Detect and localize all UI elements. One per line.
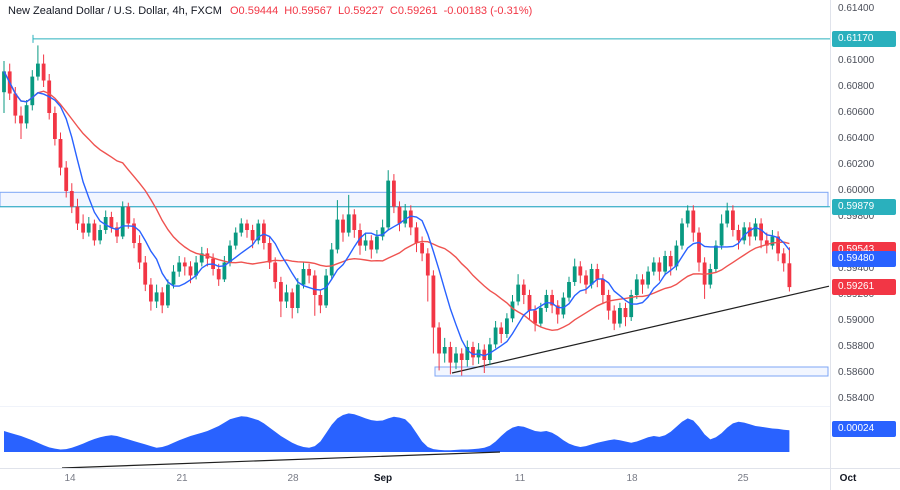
ma-slow-line	[3, 71, 790, 332]
candlestick-series	[2, 45, 792, 376]
indicator-trendline[interactable]	[61, 451, 501, 469]
indicator-area	[4, 413, 790, 452]
rectangle-drawing[interactable]	[434, 366, 829, 377]
ohlc-low: L0.59227	[338, 5, 384, 17]
ma-fast-line	[3, 71, 790, 357]
ohlc-open: O0.59444	[229, 5, 279, 17]
trendline-drawing[interactable]	[451, 285, 830, 374]
ohlc-change: -0.00183 (-0.31%)	[443, 5, 533, 17]
rectangle-drawing[interactable]	[0, 191, 829, 208]
ohlc-close: C0.59261	[389, 5, 438, 17]
chart-legend: New Zealand Dollar / U.S. Dollar, 4h, FX…	[8, 5, 538, 17]
ohlc-high: H0.59567	[284, 5, 333, 17]
symbol-title[interactable]: New Zealand Dollar / U.S. Dollar, 4h, FX…	[8, 5, 222, 17]
